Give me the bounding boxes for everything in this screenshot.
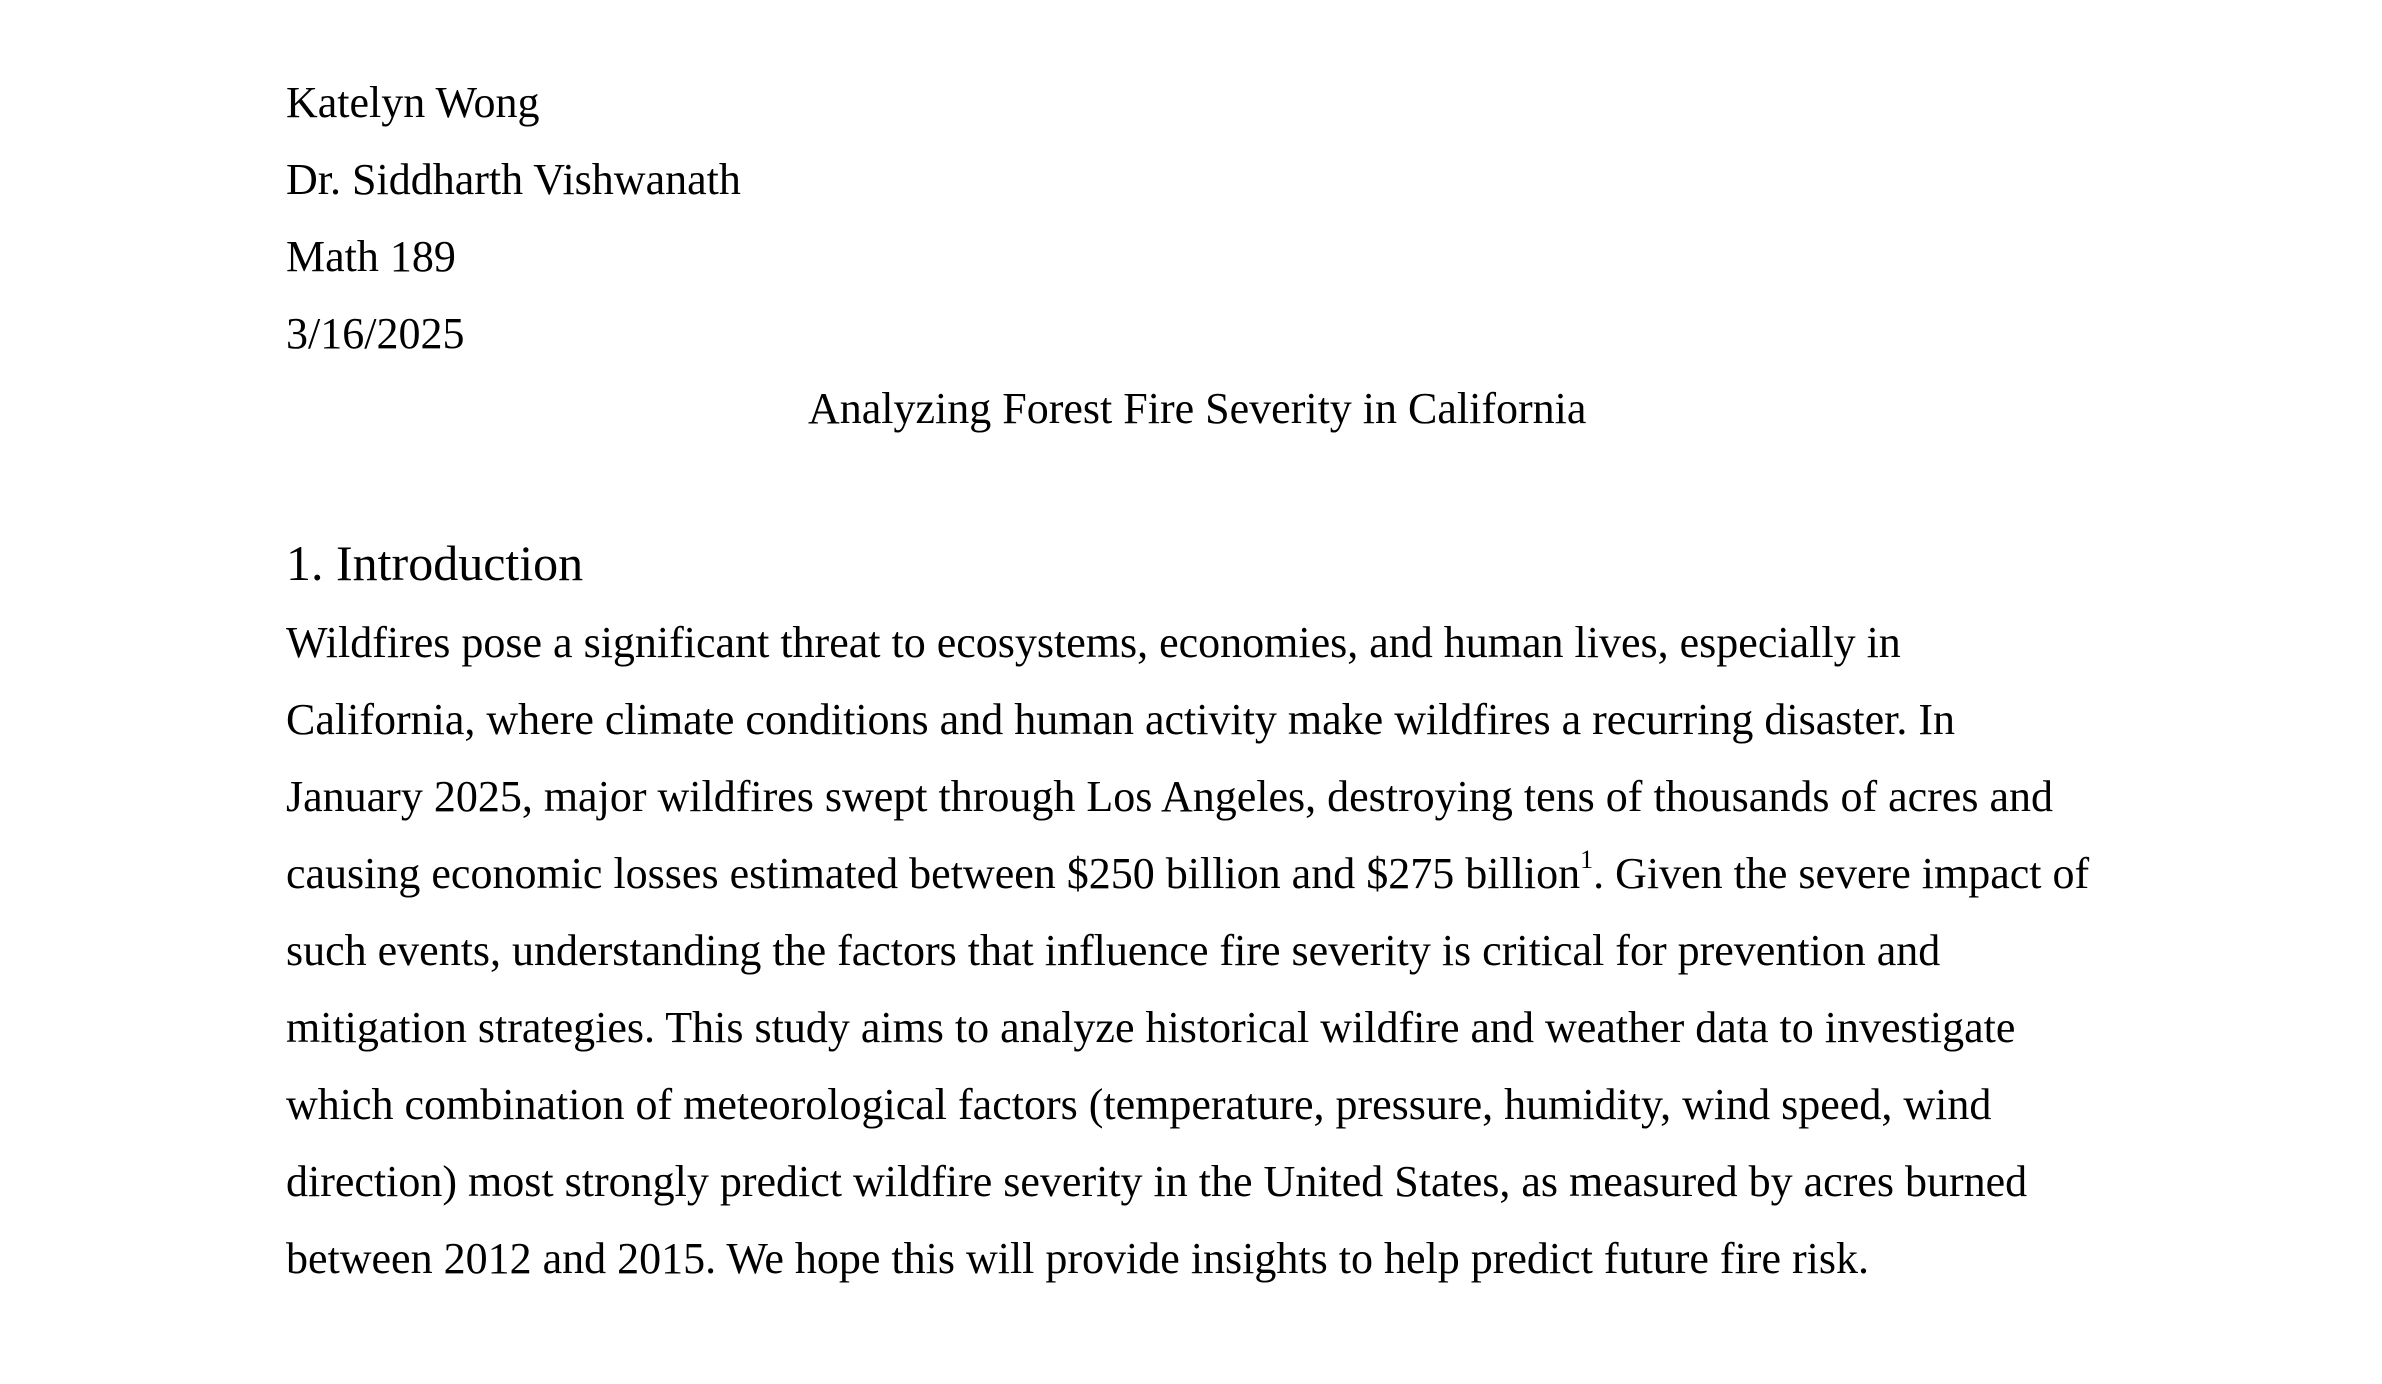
author-name: Katelyn Wong: [286, 78, 540, 127]
body-line: direction) most strongly predict wildfir…: [286, 1157, 2028, 1206]
body-line: Wildfires pose a significant threat to e…: [286, 618, 1901, 667]
body-line: which combination of meteorological fact…: [286, 1080, 1992, 1129]
section-heading: 1. Introduction: [286, 535, 584, 591]
footnote-marker[interactable]: 1: [1580, 845, 1594, 874]
body-line-with-footnote: causing economic losses estimated betwee…: [286, 835, 2186, 912]
body-line-tail: . Given the severe impact of: [1593, 849, 2090, 898]
document-header: Katelyn Wong Dr. Siddharth Vishwanath Ma…: [286, 64, 2186, 372]
document-date: 3/16/2025: [286, 309, 465, 358]
section-body: Wildfires pose a significant threat to e…: [286, 604, 2186, 1297]
body-line: mitigation strategies. This study aims t…: [286, 1003, 2016, 1052]
body-line: California, where climate conditions and…: [286, 695, 1956, 744]
body-line: between 2012 and 2015. We hope this will…: [286, 1234, 1869, 1283]
instructor-name: Dr. Siddharth Vishwanath: [286, 155, 741, 204]
document-title: Analyzing Forest Fire Severity in Califo…: [808, 384, 1587, 433]
body-line-text: causing economic losses estimated betwee…: [286, 849, 1581, 898]
course-name: Math 189: [286, 232, 456, 281]
body-line: January 2025, major wildfires swept thro…: [286, 772, 2053, 821]
body-line: such events, understanding the factors t…: [286, 926, 1941, 975]
